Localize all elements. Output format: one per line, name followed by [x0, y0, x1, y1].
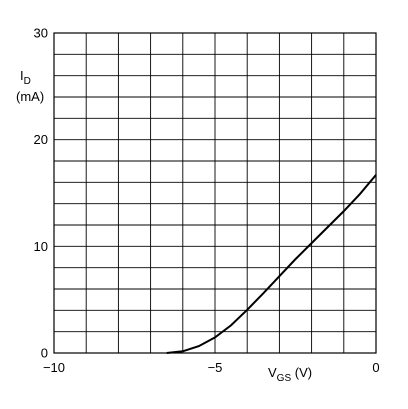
x-tick-label: −5 [208, 360, 223, 375]
x-tick-label: −10 [43, 360, 65, 375]
x-axis-label: VGS (V) [268, 365, 312, 384]
y-axis-label: ID [20, 68, 31, 87]
grid [54, 33, 376, 353]
y-tick-label: 10 [34, 239, 48, 254]
series-line-id-vs-vgs [166, 174, 377, 354]
plot-frame [53, 32, 377, 354]
y-axis-unit: (mA) [16, 89, 44, 104]
x-tick-label: 0 [372, 360, 379, 375]
y-tick-label: 20 [34, 132, 48, 147]
y-tick-label: 30 [34, 26, 48, 41]
tick-labels: 0 10 20 30 −10 −5 0 [34, 26, 380, 376]
y-tick-label: 0 [41, 346, 48, 361]
